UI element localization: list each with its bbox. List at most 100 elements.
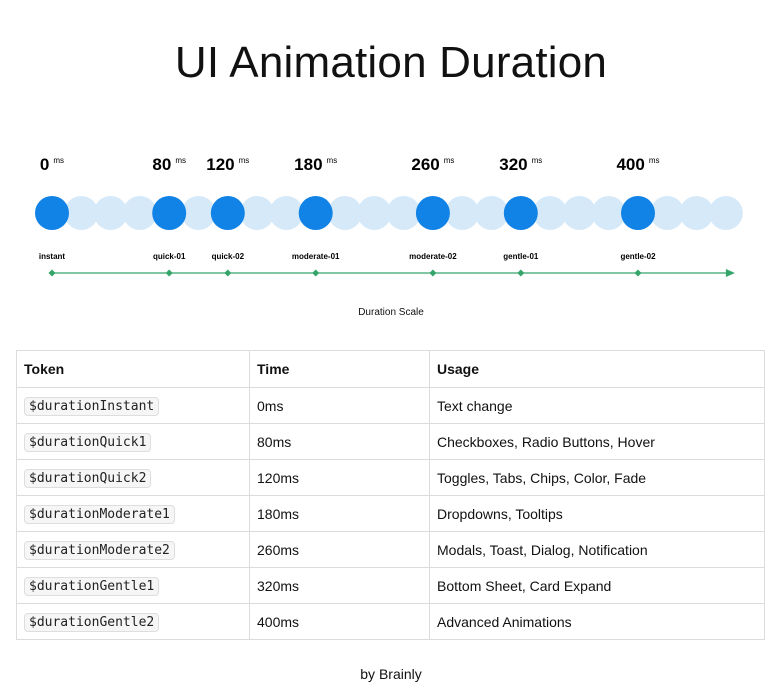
time-cell: 260ms [249, 531, 430, 568]
time-cell: 320ms [249, 567, 430, 604]
duration-marker-instant [35, 196, 69, 230]
token-code: $durationModerate2 [24, 541, 175, 560]
duration-marker-moderate-02 [415, 196, 450, 230]
duration-value: 120 [206, 155, 234, 174]
axis-tick-diamond [517, 269, 525, 277]
axis-tick-diamond [224, 269, 232, 277]
token-code: $durationQuick2 [24, 469, 152, 488]
duration-unit: ms [175, 156, 186, 165]
token-cell: $durationModerate1 [16, 495, 250, 532]
axis-tick-diamond [429, 269, 437, 277]
token-cell: $durationGentle1 [16, 567, 250, 604]
inactive-circle [474, 196, 509, 230]
usage-cell: Modals, Toast, Dialog, Notification [429, 531, 765, 568]
duration-unit: ms [53, 156, 64, 165]
time-cell: 400ms [249, 603, 430, 640]
usage-cell: Bottom Sheet, Card Expand [429, 567, 765, 604]
header-time: Time [249, 350, 430, 388]
token-code: $durationModerate1 [24, 505, 175, 524]
axis-tick-diamond [48, 269, 56, 277]
token-cell: $durationModerate2 [16, 531, 250, 568]
level-label: gentle-02 [620, 252, 656, 261]
duration-levels: 0 ms instant 80 ms quick-01 120 ms quick-02 180 ms… [35, 155, 660, 261]
inactive-circle [591, 196, 626, 230]
duration-unit: ms [649, 156, 660, 165]
inactive-circle [386, 196, 421, 230]
token-cell: $durationInstant [16, 387, 250, 424]
time-cell: 120ms [249, 459, 430, 496]
token-code: $durationInstant [24, 397, 160, 416]
level-label: gentle-01 [503, 252, 539, 261]
duration-value: 400 [616, 155, 644, 174]
axis-tick-diamond [165, 269, 173, 277]
duration-marker-moderate-01 [298, 196, 333, 230]
inactive-circle [328, 196, 362, 230]
duration-value-label: 260 ms [411, 155, 454, 174]
inactive-circle [240, 196, 275, 230]
token-code: $durationQuick1 [24, 433, 152, 452]
duration-value-label: 80 ms [152, 155, 186, 174]
table-row: $durationModerate1 180ms Dropdowns, Tool… [16, 495, 765, 532]
level-label: quick-01 [153, 252, 186, 261]
table-row: $durationGentle2 400ms Advanced Animatio… [16, 603, 765, 640]
token-cell: $durationGentle2 [16, 603, 250, 640]
level-label: quick-02 [212, 252, 245, 261]
inactive-circle [357, 196, 392, 230]
table-row: $durationGentle1 320ms Bottom Sheet, Car… [16, 567, 765, 604]
duration-token-table: Token Time Usage $durationInstant 0ms Te… [16, 350, 765, 640]
token-cell: $durationQuick1 [16, 423, 250, 460]
duration-marker-quick-01 [152, 196, 187, 230]
duration-unit: ms [239, 156, 250, 165]
level-label: instant [39, 252, 66, 261]
level-label: moderate-01 [292, 252, 340, 261]
table-row: $durationQuick1 80ms Checkboxes, Radio B… [16, 423, 765, 460]
inactive-circle [533, 196, 568, 230]
inactive-circle [679, 196, 714, 230]
duration-value-label: 120 ms [206, 155, 249, 174]
axis-arrow-icon [725, 269, 735, 277]
duration-value: 0 [40, 155, 49, 174]
inactive-circle [181, 196, 216, 230]
duration-scale-diagram: 0 ms instant 80 ms quick-01 120 ms quick-02 180 ms… [35, 155, 743, 277]
time-cell: 180ms [249, 495, 430, 532]
duration-marker-quick-02 [210, 196, 245, 230]
duration-value: 260 [411, 155, 439, 174]
table-row: $durationInstant 0ms Text change [16, 387, 765, 424]
usage-cell: Checkboxes, Radio Buttons, Hover [429, 423, 765, 460]
page-title: UI Animation Duration [174, 38, 608, 87]
inactive-circle [708, 196, 743, 230]
token-code: $durationGentle2 [24, 613, 160, 632]
scale-axis [48, 269, 735, 277]
scale-caption: Duration Scale [358, 307, 424, 318]
usage-cell: Toggles, Tabs, Chips, Color, Fade [429, 459, 765, 496]
byline: by Brainly [360, 666, 422, 682]
header-usage: Usage [429, 350, 765, 388]
time-cell: 0ms [249, 387, 430, 424]
table-row: $durationModerate2 260ms Modals, Toast, … [16, 531, 765, 568]
table-header-row: Token Time Usage [16, 350, 765, 388]
token-code: $durationGentle1 [24, 577, 160, 596]
table-row: $durationQuick2 120ms Toggles, Tabs, Chi… [16, 459, 765, 496]
duration-value-label: 400 ms [616, 155, 659, 174]
level-label: moderate-02 [409, 252, 457, 261]
inactive-circle [64, 196, 99, 230]
axis-tick-diamond [312, 269, 320, 277]
inactive-circle [445, 196, 480, 230]
duration-unit: ms [532, 156, 543, 165]
axis-tick-diamond [634, 269, 642, 277]
duration-unit: ms [327, 156, 338, 165]
inactive-circle [562, 196, 597, 230]
usage-cell: Text change [429, 387, 765, 424]
duration-unit: ms [444, 156, 455, 165]
token-cell: $durationQuick2 [16, 459, 250, 496]
header-token: Token [16, 350, 250, 388]
usage-cell: Advanced Animations [429, 603, 765, 640]
usage-cell: Dropdowns, Tooltips [429, 495, 765, 532]
duration-marker-gentle-02 [621, 196, 655, 230]
duration-value-label: 180 ms [294, 155, 337, 174]
duration-value-label: 320 ms [499, 155, 542, 174]
inactive-circle [650, 196, 685, 230]
duration-marker-gentle-01 [503, 196, 538, 230]
inactive-circle [93, 196, 128, 230]
duration-value: 320 [499, 155, 527, 174]
